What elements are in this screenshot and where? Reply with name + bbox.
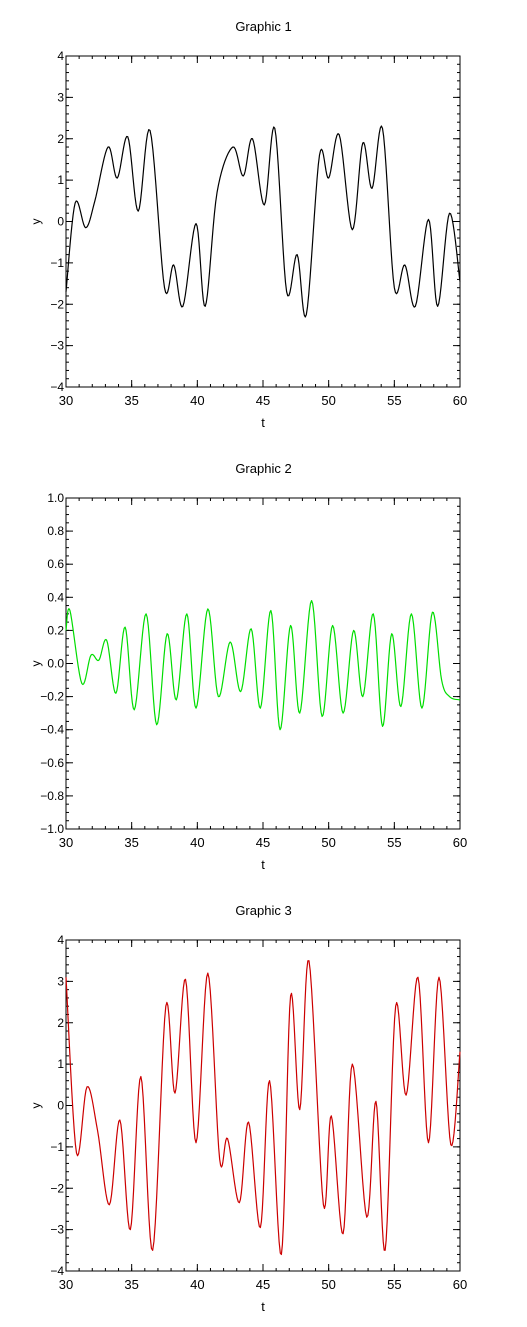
line-chart: 30 35 40 45 50 55 60 −1.0 −0.8 −0.6 −0.4 −0.2 0.0 0.2… [29, 491, 467, 872]
series-line [65, 960, 461, 1256]
y-tick-label: 2 [57, 132, 64, 146]
chart-panel-3: Graphic 3 30 35 40 45 50 55 60 −4 −3 −2 −1 0 1 2 3 4 t y [0, 884, 527, 1327]
y-tick-label: −3 [50, 339, 64, 353]
x-tick-label: 60 [453, 835, 467, 850]
y-tick-label: −1 [50, 256, 64, 270]
y-tick-label: 2 [57, 1016, 64, 1030]
y-tick-label: −2 [50, 297, 64, 311]
y-tick-label: 1.0 [47, 491, 64, 505]
y-tick-label: 3 [57, 90, 64, 104]
y-axis-label: y [29, 219, 43, 225]
y-tick-label: −0.4 [40, 723, 64, 737]
plot-frame [65, 497, 461, 830]
x-axis-label: t [261, 1299, 265, 1314]
x-tick-label: 30 [59, 1277, 73, 1292]
x-tick-label: 45 [256, 835, 270, 850]
x-tick-label: 60 [453, 1277, 467, 1292]
y-tick-label: −0.2 [40, 690, 64, 704]
plot-frame [65, 55, 461, 388]
chart-panel-2: Graphic 2 30 35 40 45 50 55 60 −1.0 −0.8 −0.6 −0.4… [0, 442, 527, 884]
x-tick-label: 40 [190, 1277, 204, 1292]
chart-title: Graphic 2 [235, 461, 292, 476]
x-tick-label: 40 [190, 835, 204, 850]
y-tick-label: −0.6 [40, 756, 64, 770]
x-tick-label: 35 [124, 393, 138, 408]
x-tick-label: 60 [453, 393, 467, 408]
chart-title: Graphic 1 [235, 19, 292, 34]
y-axis-label: y [29, 661, 43, 667]
x-tick-label: 55 [387, 393, 401, 408]
y-tick-label: 4 [57, 49, 64, 63]
chart-title: Graphic 3 [235, 903, 292, 918]
series-line [65, 125, 461, 318]
x-tick-label: 55 [387, 835, 401, 850]
chart-panel-1: Graphic 1 30 35 40 45 50 55 60 −4 −3 −2 −1 0 1 2 3 4 t y [0, 0, 527, 442]
y-tick-label: 3 [57, 974, 64, 988]
y-tick-label: 0 [57, 1099, 64, 1113]
y-tick-label: −4 [50, 1264, 64, 1278]
x-tick-label: 50 [321, 1277, 335, 1292]
y-tick-label: −1 [50, 1140, 64, 1154]
x-tick-label: 45 [256, 393, 270, 408]
line-chart: 30 35 40 45 50 55 60 −4 −3 −2 −1 0 1 2 3 4 t y [29, 49, 467, 430]
x-axis-label: t [261, 857, 265, 872]
y-tick-label: −2 [50, 1181, 64, 1195]
y-tick-label: −4 [50, 380, 64, 394]
x-tick-label: 40 [190, 393, 204, 408]
y-tick-label: 4 [57, 933, 64, 947]
y-tick-label: 0 [57, 215, 64, 229]
y-axis-label: y [29, 1103, 43, 1109]
y-tick-label: 0.2 [47, 623, 64, 637]
x-tick-label: 35 [124, 1277, 138, 1292]
y-tick-label: 0.6 [47, 557, 64, 571]
x-tick-label: 35 [124, 835, 138, 850]
y-tick-label: 1 [57, 1057, 64, 1071]
y-tick-label: −1.0 [40, 822, 64, 836]
y-tick-label: −3 [50, 1223, 64, 1237]
x-tick-label: 55 [387, 1277, 401, 1292]
series-line [65, 600, 461, 731]
y-tick-label: 0.0 [47, 657, 64, 671]
plot-frame [65, 939, 461, 1272]
x-tick-label: 50 [321, 393, 335, 408]
x-tick-label: 50 [321, 835, 335, 850]
x-tick-label: 30 [59, 393, 73, 408]
y-tick-label: −0.8 [40, 789, 64, 803]
x-tick-label: 30 [59, 835, 73, 850]
line-chart: 30 35 40 45 50 55 60 −4 −3 −2 −1 0 1 2 3 4 t y [29, 933, 467, 1314]
y-tick-label: 0.4 [47, 590, 64, 604]
x-tick-label: 45 [256, 1277, 270, 1292]
y-tick-label: 1 [57, 173, 64, 187]
x-axis-label: t [261, 415, 265, 430]
y-tick-label: 0.8 [47, 524, 64, 538]
